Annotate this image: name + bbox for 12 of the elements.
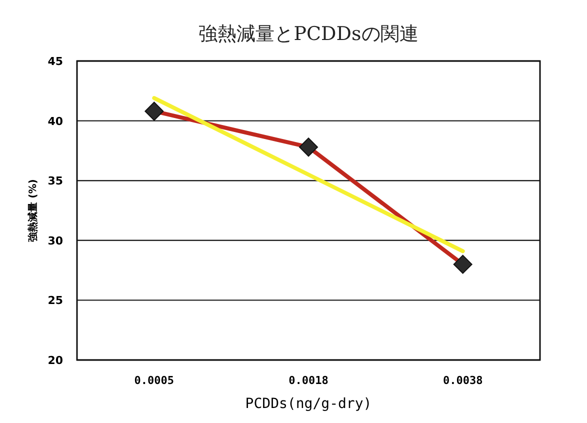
x-tick-label: 0.0005 bbox=[134, 374, 174, 387]
x-tick-label: 0.0018 bbox=[288, 374, 328, 387]
y-tick-label: 25 bbox=[48, 294, 63, 308]
y-tick-label: 35 bbox=[48, 174, 63, 188]
x-axis-title: PCDDs(ng/g-dry) bbox=[245, 396, 372, 412]
y-tick-label: 30 bbox=[48, 234, 64, 248]
y-axis-title: 強熱減量 (%) bbox=[27, 179, 39, 242]
y-tick-label: 45 bbox=[48, 55, 63, 68]
y-tick-label: 40 bbox=[48, 114, 64, 128]
chart-title: 強熱減量とPCDDsの関連 bbox=[198, 23, 418, 45]
y-tick-label: 20 bbox=[48, 354, 64, 367]
x-tick-label: 0.0038 bbox=[442, 374, 483, 387]
